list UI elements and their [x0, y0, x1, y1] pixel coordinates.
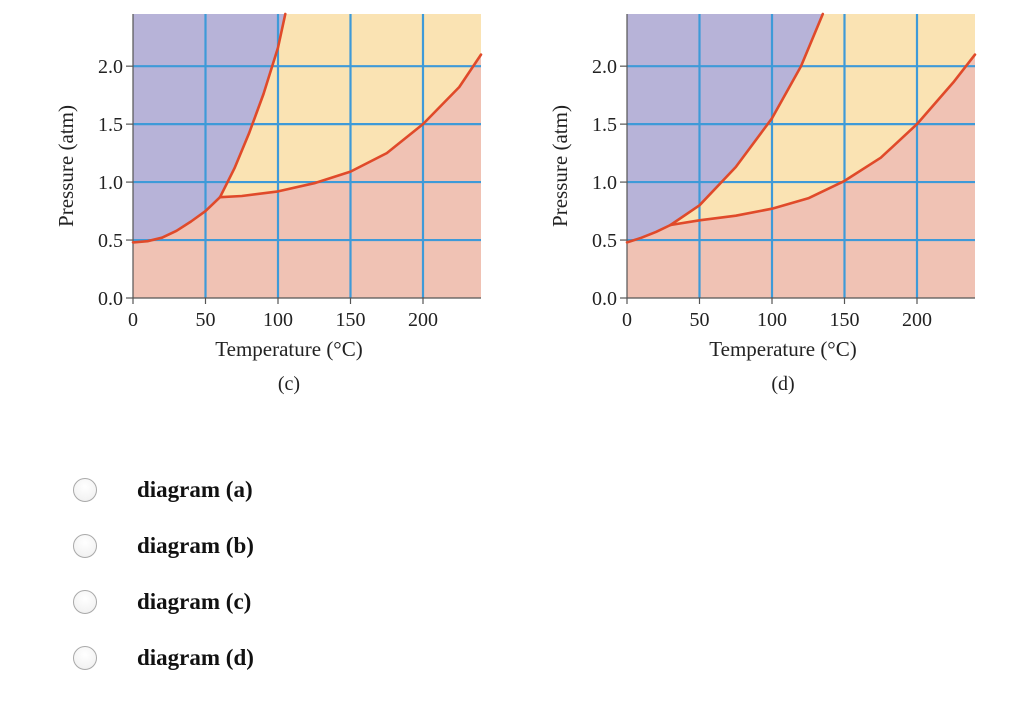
y-axis-title: Pressure (atm) [54, 105, 78, 227]
x-tick-label: 200 [408, 309, 438, 331]
option-label: diagram (c) [137, 589, 252, 614]
radio-button[interactable] [73, 534, 97, 558]
radio-button[interactable] [73, 646, 97, 670]
x-tick-label: 150 [336, 309, 366, 331]
y-tick-label: 1.0 [98, 172, 123, 194]
option-diagram-b[interactable]: diagram (b) [70, 518, 254, 574]
y-tick-label: 2.0 [592, 56, 617, 78]
option-diagram-a[interactable]: diagram (a) [70, 462, 254, 518]
figure-caption: (d) [771, 373, 794, 395]
y-tick-label: 0.5 [592, 230, 617, 252]
option-diagram-d[interactable]: diagram (d) [70, 630, 254, 686]
phase-diagrams: 0 50 100 150 200 0.0 0.5 1.0 1.5 2.0 Temperature (… [54, 12, 977, 395]
y-tick-label: 1.5 [98, 114, 123, 136]
y-tick-label: 1.5 [592, 114, 617, 136]
sublimation-curve [625, 223, 672, 244]
x-tick-label: 150 [830, 309, 860, 331]
radio-button[interactable] [73, 478, 97, 502]
answer-options: diagram (a) diagram (b) diagram (c) diag… [70, 462, 254, 686]
phase-diagram-d: 0 50 100 150 200 0.0 0.5 1.0 1.5 2.0 Temperature (… [548, 12, 977, 395]
vaporization-curve [218, 53, 483, 199]
option-label: diagram (b) [137, 533, 254, 558]
option-label: diagram (d) [137, 645, 254, 670]
y-tick-label: 0.5 [98, 230, 123, 252]
x-tick-label: 200 [902, 309, 932, 331]
option-diagram-c[interactable]: diagram (c) [70, 574, 254, 630]
x-tick-label: 0 [622, 309, 632, 331]
sublimation-curve [131, 195, 222, 244]
solid-region [627, 14, 823, 243]
x-axis-title: Temperature (°C) [215, 337, 362, 361]
y-tick-label: 0.0 [98, 288, 123, 310]
y-tick-label: 2.0 [98, 56, 123, 78]
option-label: diagram (a) [137, 477, 253, 502]
y-tick-label: 1.0 [592, 172, 617, 194]
vaporization-curve [669, 53, 977, 227]
x-tick-label: 50 [690, 309, 710, 331]
melting-curve [669, 12, 825, 227]
figure-caption: (c) [278, 373, 300, 395]
y-axis-title: Pressure (atm) [548, 105, 572, 227]
x-tick-label: 50 [196, 309, 216, 331]
x-tick-label: 100 [263, 309, 293, 331]
y-tick-label: 0.0 [592, 288, 617, 310]
x-axis-title: Temperature (°C) [709, 337, 856, 361]
x-tick-label: 100 [757, 309, 787, 331]
melting-curve [218, 12, 287, 199]
solid-region [133, 14, 286, 243]
radio-button[interactable] [73, 590, 97, 614]
phase-diagram-c: 0 50 100 150 200 0.0 0.5 1.0 1.5 2.0 Temperature (… [54, 12, 483, 395]
x-tick-label: 0 [128, 309, 138, 331]
